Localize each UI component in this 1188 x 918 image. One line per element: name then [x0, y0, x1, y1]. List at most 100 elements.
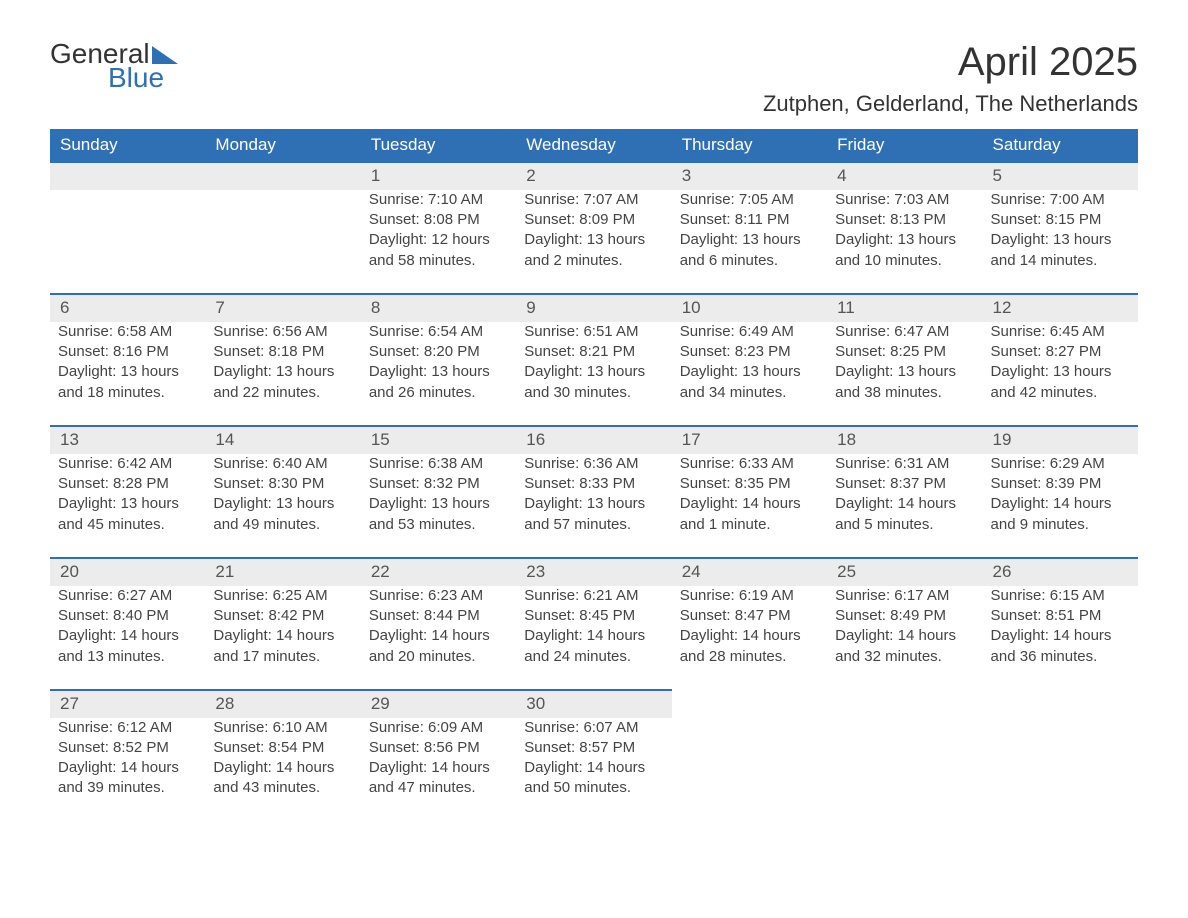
day-content-cell: Sunrise: 6:29 AMSunset: 8:39 PMDaylight:…: [983, 454, 1138, 558]
day-content-cell: [50, 190, 205, 294]
calendar-header: SundayMondayTuesdayWednesdayThursdayFrid…: [50, 129, 1138, 162]
day-number-cell: 1: [361, 162, 516, 190]
day-content-cell: Sunrise: 6:10 AMSunset: 8:54 PMDaylight:…: [205, 718, 360, 821]
day-number-cell: 30: [516, 690, 671, 718]
weekday-header: Wednesday: [516, 129, 671, 162]
daylight-line: Daylight: 13 hours and 42 minutes.: [991, 362, 1130, 403]
day-number-cell: 27: [50, 690, 205, 718]
day-content-cell: [672, 718, 827, 821]
sunset-line: Sunset: 8:16 PM: [58, 342, 197, 362]
day-content-cell: [827, 718, 982, 821]
sunrise-line: Sunrise: 6:58 AM: [58, 322, 197, 342]
day-content-cell: Sunrise: 6:15 AMSunset: 8:51 PMDaylight:…: [983, 586, 1138, 690]
sunrise-line: Sunrise: 6:27 AM: [58, 586, 197, 606]
sunset-line: Sunset: 8:51 PM: [991, 606, 1130, 626]
sunrise-line: Sunrise: 6:29 AM: [991, 454, 1130, 474]
day-number-cell: 12: [983, 294, 1138, 322]
day-content-cell: Sunrise: 6:36 AMSunset: 8:33 PMDaylight:…: [516, 454, 671, 558]
daylight-line: Daylight: 13 hours and 34 minutes.: [680, 362, 819, 403]
sunrise-line: Sunrise: 6:31 AM: [835, 454, 974, 474]
title-block: April 2025 Zutphen, Gelderland, The Neth…: [763, 40, 1138, 125]
sunset-line: Sunset: 8:21 PM: [524, 342, 663, 362]
sunrise-line: Sunrise: 6:42 AM: [58, 454, 197, 474]
day-content-cell: Sunrise: 6:07 AMSunset: 8:57 PMDaylight:…: [516, 718, 671, 821]
daylight-line: Daylight: 13 hours and 38 minutes.: [835, 362, 974, 403]
day-number-cell: [983, 690, 1138, 718]
sunrise-line: Sunrise: 6:56 AM: [213, 322, 352, 342]
weekday-header: Thursday: [672, 129, 827, 162]
sunset-line: Sunset: 8:15 PM: [991, 210, 1130, 230]
day-content-cell: Sunrise: 6:38 AMSunset: 8:32 PMDaylight:…: [361, 454, 516, 558]
day-content-cell: Sunrise: 6:17 AMSunset: 8:49 PMDaylight:…: [827, 586, 982, 690]
sunset-line: Sunset: 8:57 PM: [524, 738, 663, 758]
day-content-cell: Sunrise: 6:47 AMSunset: 8:25 PMDaylight:…: [827, 322, 982, 426]
sunrise-line: Sunrise: 6:25 AM: [213, 586, 352, 606]
day-number-row: 12345: [50, 162, 1138, 190]
sunrise-line: Sunrise: 6:10 AM: [213, 718, 352, 738]
day-content-cell: Sunrise: 6:54 AMSunset: 8:20 PMDaylight:…: [361, 322, 516, 426]
sunset-line: Sunset: 8:35 PM: [680, 474, 819, 494]
sunset-line: Sunset: 8:33 PM: [524, 474, 663, 494]
sunrise-line: Sunrise: 6:38 AM: [369, 454, 508, 474]
daylight-line: Daylight: 13 hours and 18 minutes.: [58, 362, 197, 403]
sunrise-line: Sunrise: 6:36 AM: [524, 454, 663, 474]
sunrise-line: Sunrise: 7:03 AM: [835, 190, 974, 210]
day-number-cell: 18: [827, 426, 982, 454]
daylight-line: Daylight: 14 hours and 43 minutes.: [213, 758, 352, 799]
day-number-cell: 5: [983, 162, 1138, 190]
sunset-line: Sunset: 8:54 PM: [213, 738, 352, 758]
day-number-cell: 6: [50, 294, 205, 322]
day-content-cell: Sunrise: 6:49 AMSunset: 8:23 PMDaylight:…: [672, 322, 827, 426]
weekday-header: Saturday: [983, 129, 1138, 162]
daylight-line: Daylight: 14 hours and 32 minutes.: [835, 626, 974, 667]
sunrise-line: Sunrise: 7:00 AM: [991, 190, 1130, 210]
sunset-line: Sunset: 8:49 PM: [835, 606, 974, 626]
day-number-cell: [50, 162, 205, 190]
daylight-line: Daylight: 14 hours and 9 minutes.: [991, 494, 1130, 535]
weekday-header: Monday: [205, 129, 360, 162]
sunset-line: Sunset: 8:52 PM: [58, 738, 197, 758]
sunrise-line: Sunrise: 6:17 AM: [835, 586, 974, 606]
day-content-row: Sunrise: 6:27 AMSunset: 8:40 PM Daylight:…: [50, 586, 1138, 690]
daylight-line: Daylight: 13 hours and 14 minutes.: [991, 230, 1130, 271]
day-content-cell: Sunrise: 6:12 AMSunset: 8:52 PMDaylight:…: [50, 718, 205, 821]
day-content-cell: Sunrise: 6:45 AMSunset: 8:27 PMDaylight:…: [983, 322, 1138, 426]
day-content-cell: Sunrise: 6:09 AMSunset: 8:56 PMDaylight:…: [361, 718, 516, 821]
day-number-cell: 25: [827, 558, 982, 586]
sunset-line: Sunset: 8:40 PM: [58, 606, 197, 626]
daylight-line: Daylight: 14 hours and 24 minutes.: [524, 626, 663, 667]
daylight-line: Daylight: 13 hours and 10 minutes.: [835, 230, 974, 271]
day-content-cell: Sunrise: 7:10 AMSunset: 8:08 PMDaylight:…: [361, 190, 516, 294]
day-content-cell: Sunrise: 6:27 AMSunset: 8:40 PMDaylight:…: [50, 586, 205, 690]
sunset-line: Sunset: 8:18 PM: [213, 342, 352, 362]
weekday-header: Sunday: [50, 129, 205, 162]
day-number-cell: 3: [672, 162, 827, 190]
day-number-cell: 23: [516, 558, 671, 586]
day-number-cell: 21: [205, 558, 360, 586]
day-content-row: Sunrise: 6:12 AMSunset: 8:52 PMDaylight:…: [50, 718, 1138, 821]
header: General Blue April 2025 Zutphen, Gelderl…: [50, 40, 1138, 125]
daylight-line: Daylight: 13 hours and 57 minutes.: [524, 494, 663, 535]
sunset-line: Sunset: 8:30 PM: [213, 474, 352, 494]
day-content-cell: Sunrise: 7:03 AMSunset: 8:13 PMDaylight:…: [827, 190, 982, 294]
day-content-cell: Sunrise: 6:31 AMSunset: 8:37 PMDaylight:…: [827, 454, 982, 558]
logo: General Blue: [50, 40, 178, 92]
daylight-line: Daylight: 13 hours and 53 minutes.: [369, 494, 508, 535]
sunrise-line: Sunrise: 6:47 AM: [835, 322, 974, 342]
sunset-line: Sunset: 8:27 PM: [991, 342, 1130, 362]
sunset-line: Sunset: 8:42 PM: [213, 606, 352, 626]
daylight-line: Daylight: 14 hours and 17 minutes.: [213, 626, 352, 667]
sunrise-line: Sunrise: 7:10 AM: [369, 190, 508, 210]
day-number-cell: 15: [361, 426, 516, 454]
daylight-line: Daylight: 14 hours and 39 minutes.: [58, 758, 197, 799]
day-number-cell: 9: [516, 294, 671, 322]
day-content-cell: [205, 190, 360, 294]
daylight-line: Daylight: 14 hours and 1 minute.: [680, 494, 819, 535]
sunset-line: Sunset: 8:39 PM: [991, 474, 1130, 494]
sunrise-line: Sunrise: 6:07 AM: [524, 718, 663, 738]
daylight-line: Daylight: 14 hours and 36 minutes.: [991, 626, 1130, 667]
day-content-cell: Sunrise: 6:40 AMSunset: 8:30 PMDaylight:…: [205, 454, 360, 558]
day-content-cell: Sunrise: 6:21 AMSunset: 8:45 PMDaylight:…: [516, 586, 671, 690]
day-content-row: Sunrise: 6:58 AMSunset: 8:16 PMDaylight:…: [50, 322, 1138, 426]
day-number-cell: 7: [205, 294, 360, 322]
